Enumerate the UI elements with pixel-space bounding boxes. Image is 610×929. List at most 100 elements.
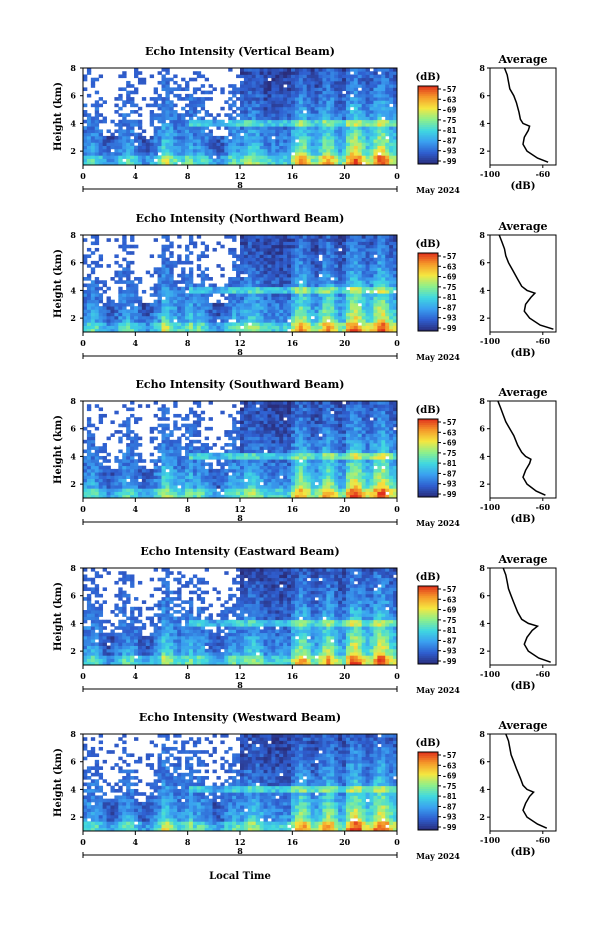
heatmap-cell <box>314 71 319 75</box>
heatmap-cell <box>177 87 182 92</box>
heatmap-cell <box>102 312 107 317</box>
heatmap-cell <box>263 433 268 437</box>
heatmap-cell <box>236 452 241 457</box>
heatmap-cell <box>306 235 312 239</box>
heatmap-cell <box>310 293 315 297</box>
heatmap-cell <box>165 273 170 278</box>
heatmap-cell <box>377 309 382 313</box>
heatmap-cell <box>232 251 237 255</box>
heatmap-cell <box>208 455 213 460</box>
heatmap-cell <box>157 468 162 473</box>
heatmap-cell <box>365 257 370 262</box>
heatmap-cell <box>130 465 135 470</box>
heatmap-cell <box>322 283 327 288</box>
heatmap-cell <box>373 77 378 82</box>
heatmap-cell <box>141 494 147 498</box>
heatmap-cell <box>298 158 304 163</box>
heatmap-cell <box>287 110 292 114</box>
heatmap-cell <box>263 126 268 130</box>
heatmap-cell <box>137 436 143 441</box>
heatmap-cell <box>212 152 217 156</box>
heatmap-cell <box>314 93 319 98</box>
heatmap-cell <box>267 158 272 163</box>
heatmap-cell <box>224 443 229 447</box>
heatmap-cell <box>330 296 335 301</box>
heatmap-cell <box>161 122 166 127</box>
heatmap-cell <box>134 152 139 156</box>
heatmap-cell <box>247 315 253 320</box>
heatmap-cell <box>173 459 178 463</box>
heatmap-cell <box>271 126 276 130</box>
heatmap-cell <box>122 100 127 104</box>
heatmap-cell <box>302 106 308 111</box>
heatmap-cell <box>275 110 280 114</box>
heatmap-cell <box>153 116 158 121</box>
heatmap-cell <box>177 113 182 117</box>
heatmap-cell <box>275 84 280 88</box>
heatmap-cell <box>169 455 174 460</box>
heatmap-cell <box>196 315 202 320</box>
heatmap-cell <box>110 299 115 304</box>
heatmap-cell <box>102 443 107 447</box>
x-tick-label: 8 <box>185 338 191 348</box>
heatmap-cell <box>338 293 343 297</box>
heatmap-cell <box>291 260 296 265</box>
heatmap-cell <box>338 106 343 111</box>
heatmap-cell <box>157 119 162 124</box>
heatmap-cell <box>243 439 249 444</box>
y-tick-label: 2 <box>70 313 76 323</box>
heatmap-cell <box>322 100 327 104</box>
heatmap-cell <box>393 126 397 130</box>
heatmap-cell <box>283 293 288 297</box>
heatmap-cell <box>153 322 158 326</box>
heatmap-cell <box>157 289 162 294</box>
heatmap-cell <box>310 241 315 246</box>
colorbar-segment <box>418 128 438 132</box>
heatmap-cell <box>251 273 257 278</box>
heatmap-cell <box>90 306 96 310</box>
heatmap-cell <box>130 455 135 460</box>
heatmap-cell <box>326 145 331 150</box>
heatmap-cell <box>122 152 127 156</box>
heatmap-cell <box>185 325 190 330</box>
heatmap-cell <box>173 113 178 117</box>
heatmap-cell <box>338 254 343 259</box>
heatmap-cell <box>200 306 206 310</box>
heatmap-cell <box>342 148 347 153</box>
heatmap-cell <box>165 423 170 428</box>
heatmap-cell <box>161 129 166 134</box>
heatmap-cell <box>200 139 206 143</box>
heatmap-cell <box>98 478 104 483</box>
heatmap-cell <box>381 113 386 117</box>
heatmap-cell <box>389 71 394 75</box>
heatmap-cell <box>106 155 111 159</box>
heatmap-cell <box>291 315 296 320</box>
colorbar-tick-label: -57 <box>442 85 457 94</box>
heatmap-cell <box>310 277 315 281</box>
heatmap-cell <box>314 119 319 124</box>
heatmap-cell <box>137 77 143 82</box>
heatmap-cell <box>283 161 288 165</box>
heatmap-cell <box>377 254 382 259</box>
heatmap-cell <box>165 155 170 159</box>
heatmap-cell <box>283 283 288 288</box>
heatmap-cell <box>255 417 261 421</box>
heatmap-cell <box>369 264 374 268</box>
heatmap-cell <box>161 433 166 437</box>
heatmap-cell <box>243 161 249 165</box>
heatmap-cell <box>232 302 237 307</box>
heatmap-cell <box>385 100 390 104</box>
heatmap-cell <box>188 465 194 470</box>
heatmap-cell <box>310 244 315 249</box>
heatmap-cell <box>208 417 213 421</box>
heatmap-cell <box>310 309 315 313</box>
heatmap-cell <box>90 260 96 265</box>
heatmap-cell <box>298 116 304 121</box>
heatmap-cell <box>220 485 225 489</box>
heatmap-cell <box>141 77 147 82</box>
heatmap-cell <box>310 84 315 88</box>
heatmap-cell <box>153 152 158 156</box>
heatmap-cell <box>259 74 264 79</box>
heatmap-cell <box>310 129 315 134</box>
heatmap-cell <box>134 494 139 498</box>
